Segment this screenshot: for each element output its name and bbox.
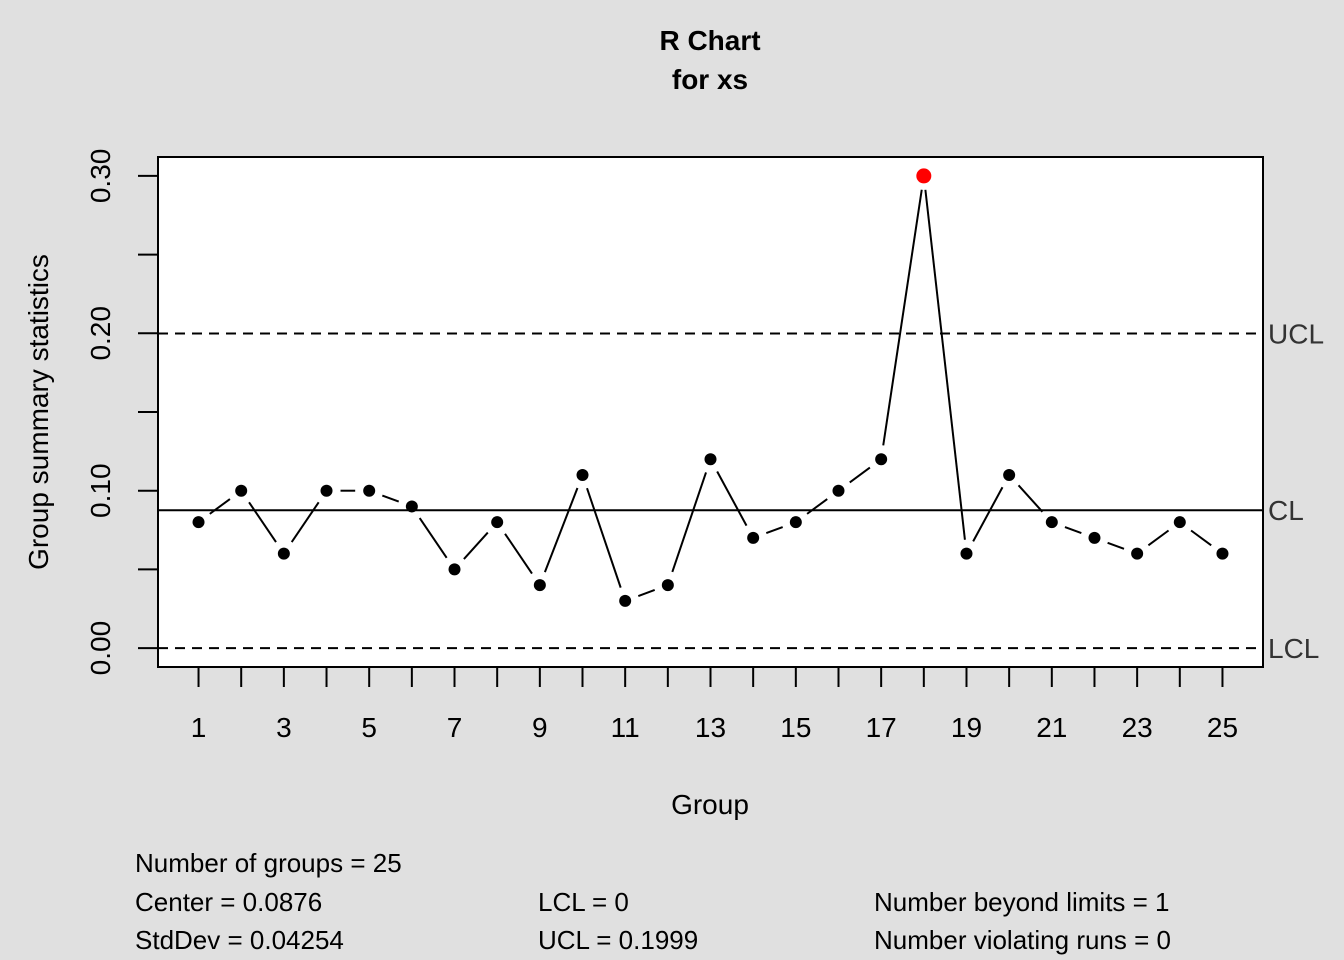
data-point <box>1216 547 1229 560</box>
data-point <box>789 516 802 529</box>
x-axis: 1 3 5 7 9 11 13 15 17 19 21 23 25 <box>191 667 1238 743</box>
data-point <box>533 579 546 592</box>
series-segment <box>924 189 966 540</box>
data-point <box>1045 516 1058 529</box>
data-point <box>235 484 248 497</box>
data-point <box>576 468 589 481</box>
data-points <box>192 168 1229 607</box>
series-segment <box>1107 541 1125 550</box>
chart-subtitle: for xs <box>672 64 748 95</box>
series-segment <box>504 533 533 575</box>
x-tick-label: 21 <box>1036 712 1067 743</box>
x-tick-label: 17 <box>866 712 897 743</box>
data-point <box>1003 468 1016 481</box>
x-axis-label: Group <box>671 789 749 820</box>
x-tick-label: 19 <box>951 712 982 743</box>
stat-lcl: LCL = 0 <box>538 887 629 917</box>
data-point <box>875 453 888 466</box>
series-segment <box>1064 526 1082 535</box>
series-segment <box>418 517 448 559</box>
stat-violating-runs: Number violating runs = 0 <box>874 925 1171 955</box>
stat-beyond-limits: Number beyond limits = 1 <box>874 887 1170 917</box>
y-axis: 0.00 0.10 0.20 0.30 <box>85 149 158 676</box>
violation-point <box>916 168 932 184</box>
x-tick-label: 11 <box>611 712 640 743</box>
x-tick-label: 13 <box>695 712 726 743</box>
data-point <box>832 484 845 497</box>
data-point <box>619 594 632 607</box>
series-segment <box>290 501 320 543</box>
data-point <box>363 484 376 497</box>
series-segment <box>209 498 231 515</box>
data-point <box>960 547 973 560</box>
series-segment <box>586 487 622 588</box>
y-tick-label: 0.10 <box>85 463 116 518</box>
data-point <box>277 547 290 560</box>
series-segment <box>248 501 277 543</box>
data-point <box>405 500 418 513</box>
y-tick-label: 0.30 <box>85 149 116 204</box>
y-axis-label: Group summary statistics <box>23 254 54 570</box>
data-point <box>491 516 504 529</box>
x-tick-label: 25 <box>1207 712 1238 743</box>
series-segment <box>806 498 828 515</box>
data-point <box>1173 516 1186 529</box>
series-segment <box>972 486 1004 542</box>
data-point <box>192 516 205 529</box>
stat-stddev: StdDev = 0.04254 <box>135 925 344 955</box>
x-tick-label: 23 <box>1122 712 1153 743</box>
x-tick-label: 3 <box>276 712 292 743</box>
control-limits: UCL CL LCL <box>158 318 1324 664</box>
stat-number-of-groups: Number of groups = 25 <box>135 848 402 878</box>
data-point <box>320 484 333 497</box>
series-segment <box>543 487 579 573</box>
limit-label-lcl: LCL <box>1268 633 1319 664</box>
y-tick-label: 0.20 <box>85 306 116 361</box>
data-point <box>1131 547 1144 560</box>
y-tick-label: 0.00 <box>85 621 116 676</box>
series-segment <box>637 589 656 597</box>
series-segment <box>463 531 489 560</box>
series-segment <box>765 526 784 535</box>
chart-title: R Chart <box>659 25 760 56</box>
plot-area <box>157 156 1264 668</box>
limit-label-ucl: UCL <box>1268 318 1324 349</box>
x-tick-label: 5 <box>361 712 377 743</box>
data-point <box>448 563 461 576</box>
series-segment <box>671 472 707 573</box>
x-tick-label: 15 <box>780 712 811 743</box>
series-line <box>209 189 1212 597</box>
x-tick-label: 1 <box>191 712 207 743</box>
x-tick-label: 7 <box>447 712 463 743</box>
series-segment <box>882 189 923 446</box>
stat-center: Center = 0.0876 <box>135 887 323 917</box>
limit-label-cl: CL <box>1268 495 1304 526</box>
data-point <box>1088 531 1101 544</box>
series-segment <box>1147 529 1170 547</box>
data-point <box>747 531 760 544</box>
stat-ucl: UCL = 0.1999 <box>538 925 699 955</box>
series-segment <box>849 466 871 484</box>
data-point <box>661 579 674 592</box>
x-tick-label: 9 <box>532 712 548 743</box>
data-point <box>704 453 717 466</box>
series-segment <box>716 471 748 527</box>
series-segment <box>1017 484 1044 513</box>
series-segment <box>1190 529 1212 547</box>
series-segment <box>381 494 400 503</box>
